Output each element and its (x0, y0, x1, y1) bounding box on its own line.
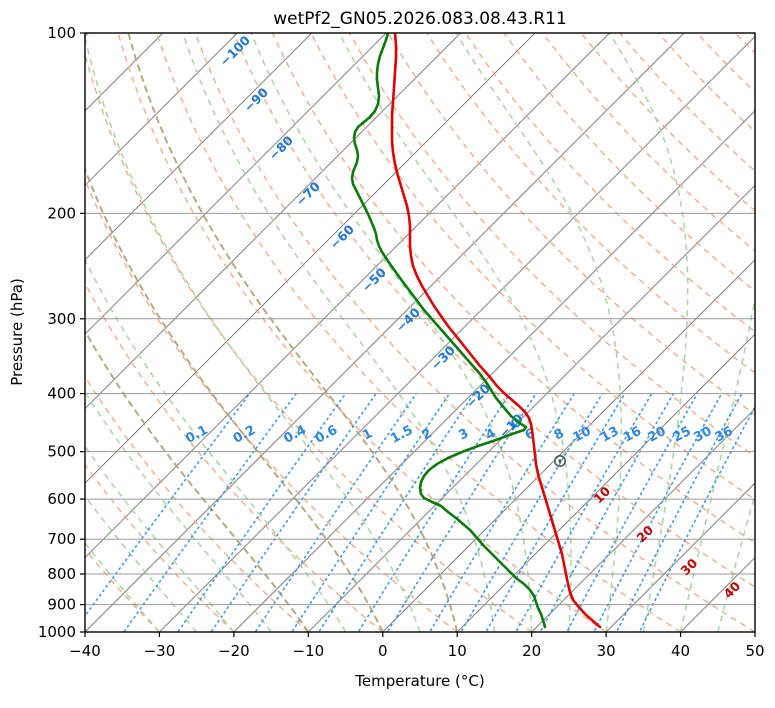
y-tick-label-3: 400 (47, 385, 76, 403)
moist-adiabat-line (85, 444, 235, 632)
x-tick-label-9: 50 (745, 642, 764, 660)
isotherm-line (85, 33, 387, 335)
x-axis-label: Temperature (°C) (354, 672, 484, 690)
isotherm-line (85, 33, 313, 261)
isotherm-line (605, 482, 755, 632)
mixing-ratio-label-13: 16 (621, 424, 644, 446)
dry-adiabat-line (194, 33, 755, 632)
mixing-ratio-label-14: 20 (646, 424, 669, 446)
moist-adiabat-line (182, 33, 496, 632)
mixing-ratio-line (176, 392, 347, 632)
mixing-ratio-line (565, 392, 699, 632)
isotherm-line (233, 110, 755, 632)
isotherm-line (531, 407, 755, 632)
isotherm-line (382, 259, 755, 632)
moist-adiabat-thick-line (85, 329, 310, 632)
x-tick-label-8: 40 (671, 642, 690, 660)
dry-adiabat-line (233, 33, 755, 588)
lcl-marker-dot (558, 459, 562, 463)
dry-adiabat-line (85, 51, 533, 632)
y-tick-label-4: 500 (47, 443, 76, 461)
chart-title: wetPf2_GN05.2026.083.08.43.R11 (273, 9, 567, 29)
background-grid-layer (85, 33, 755, 632)
dry-adiabat-line (156, 33, 681, 632)
x-tick-label-2: −20 (218, 642, 250, 660)
y-tick-label-2: 300 (47, 310, 76, 328)
isotherm-line (85, 33, 536, 484)
x-tick-label-3: −10 (293, 642, 325, 660)
mixing-ratio-line (539, 392, 675, 632)
mixing-ratio-label-11: 10 (571, 424, 594, 446)
mixing-ratio-label-15: 25 (671, 424, 694, 446)
plot-frame (84, 32, 756, 633)
lcl-marker (553, 454, 566, 467)
moist-adiabat-line (455, 33, 623, 632)
isotherm-line (85, 33, 462, 410)
dry-adiabat-line (310, 33, 755, 501)
isotherm-line (159, 35, 755, 632)
profile-dewpoint (350, 33, 547, 629)
isotherm-line (85, 33, 610, 559)
mixing-ratio-line (386, 392, 537, 632)
moist-adiabat-line (338, 33, 572, 632)
x-tick-label-5: 10 (448, 642, 467, 660)
dry-adiabat-line (464, 33, 755, 333)
dry-adiabat-line (85, 463, 235, 632)
mixing-ratio-line (317, 392, 475, 632)
mixing-ratio-line (514, 392, 653, 632)
x-tick-label-0: −40 (69, 642, 101, 660)
mixing-ratio-line (357, 392, 511, 632)
isotherm-line (307, 184, 755, 632)
y-tick-label-0: 100 (47, 24, 76, 42)
x-tick-label-7: 30 (597, 642, 616, 660)
mixing-ratio-label-12: 13 (599, 424, 622, 446)
mixing-ratio-line (210, 392, 377, 632)
moist-adiabat-line (85, 34, 421, 632)
moist-adiabat-line (608, 33, 689, 632)
moist-adiabat-line (85, 494, 198, 632)
moist-adiabat-line (85, 390, 272, 632)
profile-temperature (390, 33, 602, 629)
isotherm-line (85, 33, 238, 187)
mixing-ratio-label-16: 30 (691, 424, 714, 446)
dry-adiabat-line (85, 281, 384, 632)
dry-adiabat-line (503, 33, 755, 292)
moist-adiabat-line (85, 257, 347, 632)
mixing-ratio-line (254, 392, 417, 632)
mixing-ratio-line (290, 392, 451, 632)
moist-adiabat-thick-line (85, 166, 384, 632)
sounding-profiles (350, 33, 602, 629)
dry-adiabat-line (85, 548, 160, 632)
moist-adiabat-thick-line (127, 33, 459, 632)
y-tick-label-6: 700 (47, 530, 76, 548)
moist-adiabat-line (250, 33, 533, 632)
dry-adiabat-line (271, 33, 755, 544)
mixing-ratio-line (122, 392, 297, 632)
y-tick-label-9: 1000 (38, 623, 76, 641)
dry-adiabat-line (85, 177, 458, 632)
y-tick-label-7: 800 (47, 565, 76, 583)
y-tick-label-8: 900 (47, 596, 76, 614)
mixing-ratio-line (460, 392, 604, 632)
mixing-ratio-line (484, 392, 626, 632)
mixing-ratio-label-17: 36 (713, 424, 736, 446)
moist-adiabat-line (85, 541, 161, 632)
isotherm-line (456, 333, 755, 632)
x-tick-label-1: −30 (144, 642, 176, 660)
moist-adiabat-line (679, 295, 755, 632)
y-axis-label: Pressure (hPa) (8, 278, 26, 386)
axes-ticks: −40 −30 −20 −10 0 10 20 30 40 50 100 200 300 400 500 60… (38, 24, 765, 660)
y-tick-label-5: 600 (47, 490, 76, 508)
x-tick-label-6: 20 (522, 642, 541, 660)
sounding-markers (553, 454, 566, 467)
isotherm-line (85, 33, 685, 632)
y-tick-label-1: 200 (47, 204, 76, 222)
x-tick-label-4: 0 (378, 642, 388, 660)
